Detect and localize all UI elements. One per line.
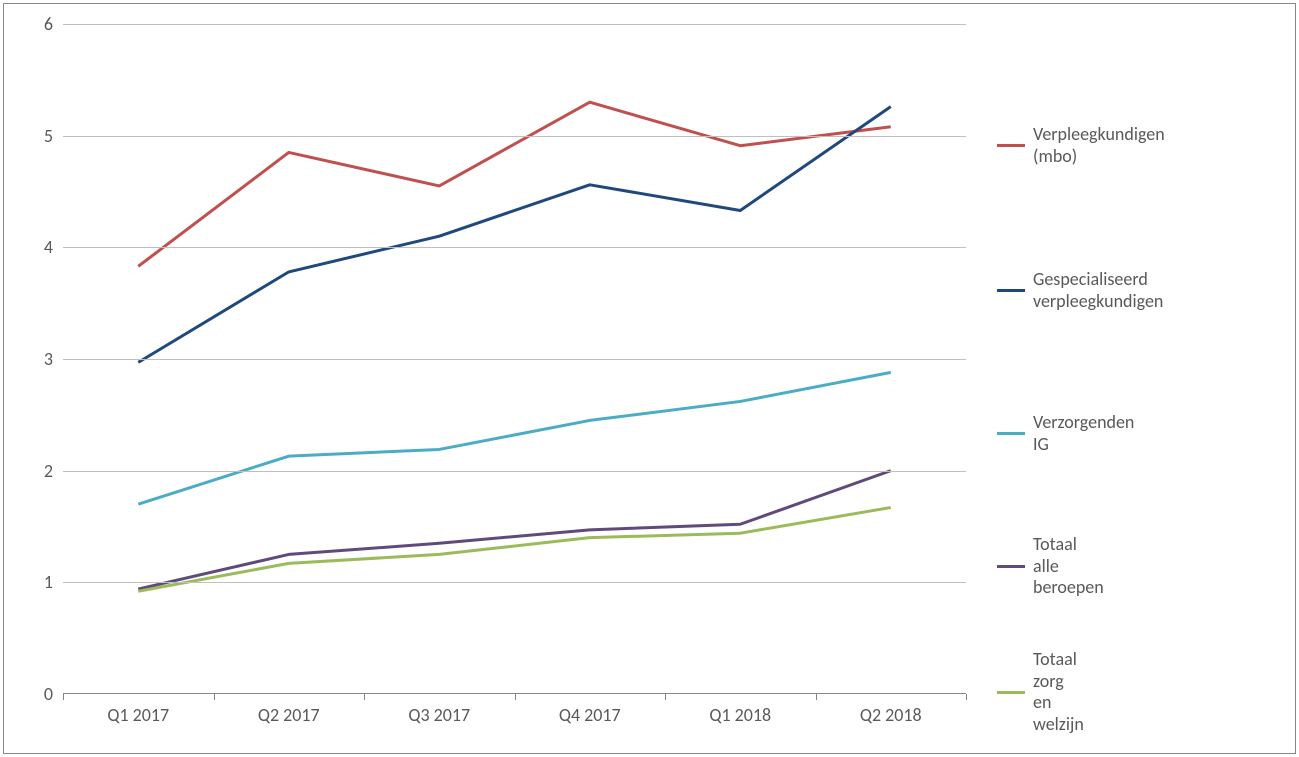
x-tick bbox=[214, 694, 215, 700]
gridline bbox=[63, 471, 966, 472]
legend-label: Totaal zorg en welzijn bbox=[1033, 649, 1084, 735]
x-tick bbox=[816, 694, 817, 700]
legend-label: Verzorgenden IG bbox=[1033, 412, 1134, 455]
legend-swatch bbox=[997, 432, 1025, 435]
x-tick-label: Q1 2017 bbox=[107, 704, 169, 726]
y-tick-label: 5 bbox=[44, 125, 53, 147]
x-tick-label: Q2 2018 bbox=[860, 704, 922, 726]
gridline bbox=[63, 582, 966, 583]
gridline bbox=[63, 136, 966, 137]
legend-swatch bbox=[997, 565, 1025, 568]
legend-label: Gespecialiseerd verpleegkundigen bbox=[1033, 269, 1163, 312]
legend-item: Totaal zorg en welzijn bbox=[997, 649, 1084, 735]
gridline bbox=[63, 24, 966, 25]
y-tick-label: 3 bbox=[44, 348, 53, 370]
legend-label: Verpleegkundigen (mbo) bbox=[1033, 124, 1165, 167]
y-tick-label: 2 bbox=[44, 460, 53, 482]
legend-swatch bbox=[997, 691, 1025, 694]
x-tick bbox=[63, 694, 64, 700]
legend-item: Gespecialiseerd verpleegkundigen bbox=[997, 269, 1163, 312]
legend-item: Verzorgenden IG bbox=[997, 412, 1134, 455]
series-line bbox=[138, 372, 891, 504]
gridline bbox=[63, 247, 966, 248]
x-tick-label: Q4 2017 bbox=[559, 704, 621, 726]
x-tick bbox=[966, 694, 967, 700]
y-tick-label: 1 bbox=[44, 571, 53, 593]
line-chart: 0 1 2 3 4 5 6 Q1 2017 Q2 2017 Q3 2017 Q4 2017 Q1 20… bbox=[3, 3, 1296, 754]
x-tick-label: Q3 2017 bbox=[408, 704, 470, 726]
legend-item: Totaal alle beroepen bbox=[997, 534, 1104, 599]
x-tick bbox=[515, 694, 516, 700]
plot-area: 0123456Q1 2017Q2 2017Q3 2017Q4 2017Q1 20… bbox=[63, 24, 966, 694]
gridline bbox=[63, 359, 966, 360]
x-tick bbox=[364, 694, 365, 700]
legend-item: Verpleegkundigen (mbo) bbox=[997, 124, 1165, 167]
x-tick bbox=[665, 694, 666, 700]
x-tick-label: Q1 2018 bbox=[709, 704, 771, 726]
y-tick-label: 0 bbox=[44, 683, 53, 705]
y-tick-label: 6 bbox=[44, 13, 53, 35]
series-line bbox=[138, 508, 891, 592]
x-tick-label: Q2 2017 bbox=[258, 704, 320, 726]
legend-swatch bbox=[997, 289, 1025, 292]
legend-label: Totaal alle beroepen bbox=[1033, 534, 1104, 599]
legend-swatch bbox=[997, 144, 1025, 147]
y-tick-label: 4 bbox=[44, 236, 53, 258]
